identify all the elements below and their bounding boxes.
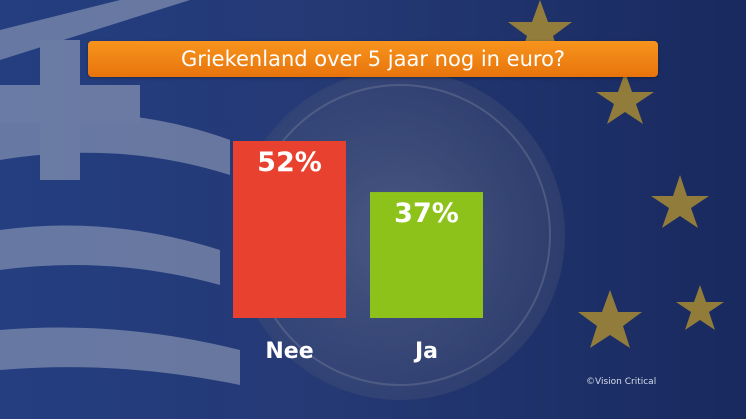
value-label-nee: 52% <box>257 147 322 178</box>
greek-flag-stripes <box>0 0 240 385</box>
eu-stars <box>508 0 724 348</box>
chart-title: Griekenland over 5 jaar nog in euro? <box>88 41 658 77</box>
category-label-ja: Ja <box>413 339 438 364</box>
copyright-text: ©Vision Critical <box>586 377 657 387</box>
bar-nee <box>233 141 346 318</box>
value-label-ja: 37% <box>394 198 459 229</box>
category-label-nee: Nee <box>265 339 313 364</box>
bar-ja <box>370 192 483 318</box>
